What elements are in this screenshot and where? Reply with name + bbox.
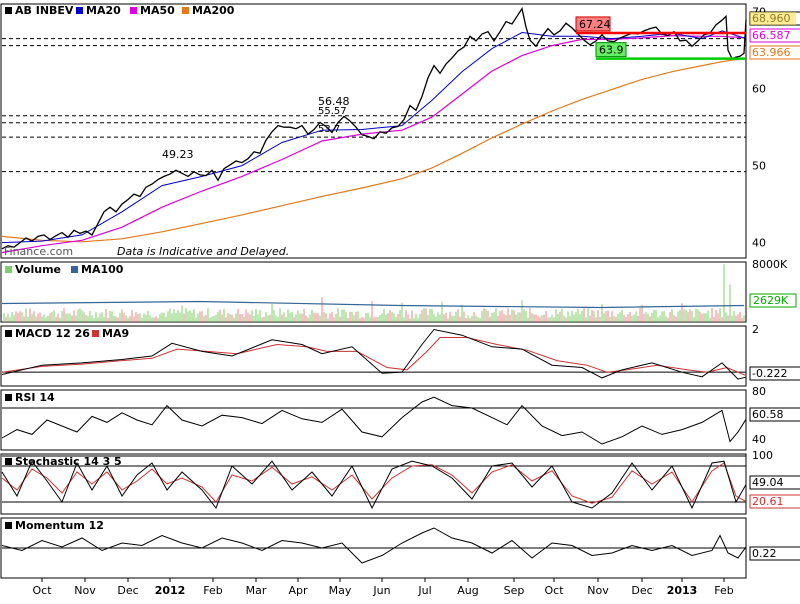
ma20-line bbox=[1, 30, 747, 244]
x-label-1: Nov bbox=[74, 584, 96, 597]
last-ma200-box bbox=[749, 45, 800, 60]
level-label-56-48: 56.48 bbox=[318, 95, 350, 108]
macd-ytick-top: 2 bbox=[752, 323, 759, 336]
last-momentum-box bbox=[749, 546, 800, 561]
legend-ma200-swatch bbox=[182, 7, 189, 14]
x-label-0: Oct bbox=[32, 584, 52, 597]
legend-ma100: MA100 bbox=[81, 263, 124, 276]
legend-rsi: RSI 14 bbox=[15, 391, 55, 404]
rsi-panel-frame bbox=[0, 389, 747, 451]
last-rsi: 60.58 bbox=[752, 408, 784, 421]
price-ytick-60: 60 bbox=[752, 83, 766, 96]
legend-momentum: Momentum 12 bbox=[15, 519, 104, 532]
last-rsi-box bbox=[749, 407, 800, 422]
last-macd: -0.222 bbox=[752, 367, 787, 380]
x-label-2: Dec bbox=[117, 584, 138, 597]
legend-stochastic-swatch bbox=[5, 458, 12, 465]
rsi-ytick-bottom: 40 bbox=[752, 433, 766, 446]
legend-ma20-swatch bbox=[76, 7, 83, 14]
last-stoch-k-box bbox=[749, 475, 800, 490]
last-price-highlight bbox=[750, 12, 796, 25]
momentum-line bbox=[1, 527, 747, 564]
x-label-4: Feb bbox=[203, 584, 222, 597]
legend-macd: MACD 12 26 bbox=[15, 327, 90, 340]
data-note: Data is Indicative and Delayed. bbox=[117, 245, 289, 258]
level-label-55-57: 55.57 bbox=[318, 106, 347, 117]
price-ytick-40: 40 bbox=[752, 237, 766, 250]
last-volume: 2629K bbox=[753, 294, 789, 307]
x-label-5: Mar bbox=[246, 584, 267, 597]
stoch-k-line bbox=[1, 460, 747, 510]
last-stoch-d: 20.61 bbox=[752, 495, 784, 508]
x-label-6: Apr bbox=[288, 584, 308, 597]
macd-signal-line bbox=[1, 337, 747, 377]
legend-macd-swatch bbox=[5, 330, 12, 337]
ma200-line bbox=[1, 57, 747, 243]
x-label-10: Aug bbox=[457, 584, 478, 597]
last-macd-box bbox=[749, 366, 800, 381]
x-label-7: May bbox=[329, 584, 352, 597]
last-ma200: 63.966 bbox=[752, 46, 791, 59]
x-label-15: 2013 bbox=[667, 584, 698, 597]
legend-macd-ma9: MA9 bbox=[102, 327, 129, 340]
legend-price: AB INBEV bbox=[15, 4, 74, 17]
last-volume-box bbox=[749, 293, 797, 308]
legend-price-swatch bbox=[5, 7, 12, 14]
x-label-14: Dec bbox=[631, 584, 652, 597]
x-label-12: Oct bbox=[544, 584, 564, 597]
legend-volume: Volume bbox=[15, 263, 61, 276]
macd-panel-frame bbox=[0, 325, 747, 387]
legend-momentum-swatch bbox=[5, 522, 12, 529]
volume-ytick-top: 8000K bbox=[752, 258, 788, 271]
legend-volume-swatch bbox=[5, 266, 12, 273]
last-ma50-box bbox=[749, 28, 800, 43]
rsi-ytick-top: 80 bbox=[752, 385, 766, 398]
support-label: 63.9 bbox=[599, 44, 624, 57]
resistance-label-box bbox=[575, 16, 611, 32]
last-stoch-k: 49.04 bbox=[752, 476, 784, 489]
last-stoch-d-box bbox=[749, 494, 800, 509]
x-label-3: 2012 bbox=[155, 584, 186, 597]
x-label-11: Sep bbox=[504, 584, 525, 597]
legend-macd-ma9-swatch bbox=[92, 330, 99, 337]
last-momentum: 0.22 bbox=[752, 547, 777, 560]
resistance-label: 67.24 bbox=[579, 18, 611, 31]
legend-ma50-swatch bbox=[130, 7, 137, 14]
x-label-16: Feb bbox=[714, 584, 733, 597]
legend-ma20: MA20 bbox=[86, 4, 121, 17]
rsi-line bbox=[1, 396, 747, 445]
level-label-49-23: 49.23 bbox=[162, 148, 194, 161]
x-label-9: Jul bbox=[417, 584, 431, 597]
support-label-box bbox=[595, 42, 627, 58]
stoch-d-line bbox=[1, 462, 747, 504]
watermark: Finance.com bbox=[4, 245, 73, 258]
x-label-13: Nov bbox=[587, 584, 609, 597]
last-ma50: 66.587 bbox=[752, 29, 791, 42]
legend-stochastic: Stochastic 14 3 5 bbox=[15, 455, 122, 468]
level-label-53-7: 53.7 bbox=[318, 124, 340, 135]
legend-rsi-swatch bbox=[5, 394, 12, 401]
ma50-line bbox=[1, 34, 747, 254]
price-ytick-50: 50 bbox=[752, 160, 766, 173]
legend-ma100-swatch bbox=[71, 266, 78, 273]
volume-ma100-line bbox=[1, 300, 745, 309]
legend-ma200: MA200 bbox=[192, 4, 235, 17]
macd-line bbox=[1, 328, 747, 380]
legend-ma50: MA50 bbox=[140, 4, 175, 17]
x-label-8: Jun bbox=[372, 584, 390, 597]
stoch-ytick-top: 100 bbox=[752, 449, 773, 462]
price-panel-frame bbox=[0, 3, 747, 259]
